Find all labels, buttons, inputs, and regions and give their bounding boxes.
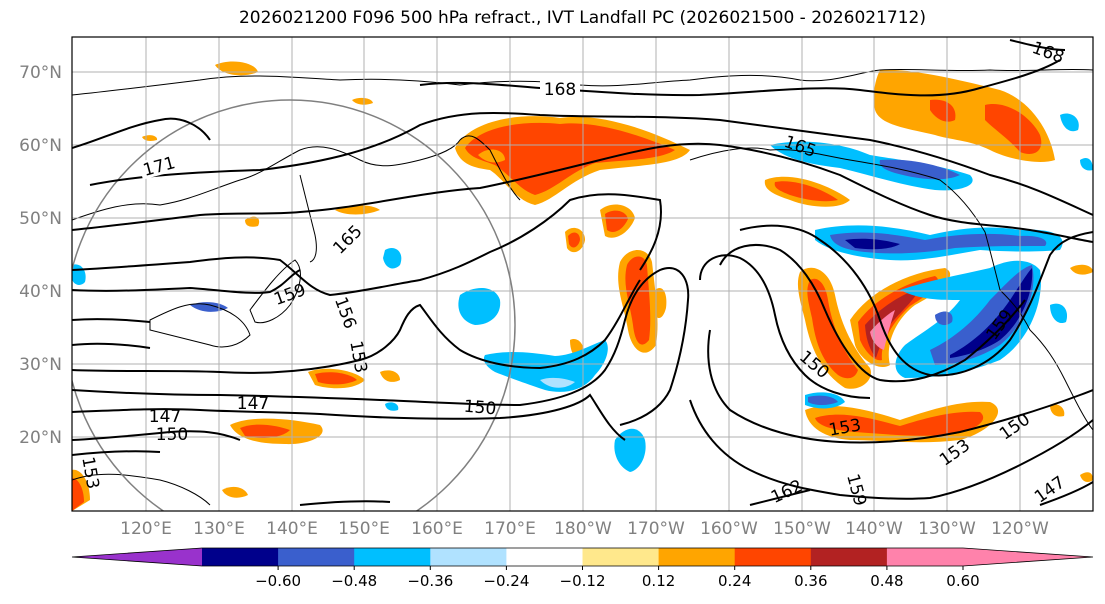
landfall-region-circle bbox=[72, 99, 516, 511]
lon-label-160e: 160°E bbox=[411, 519, 463, 539]
lon-label-150w: 150°W bbox=[773, 519, 831, 539]
colorbar-tick-label: 0.12 bbox=[642, 572, 675, 590]
lat-label-40n: 40°N bbox=[19, 282, 62, 302]
colorbar-tick-label: 0.36 bbox=[794, 572, 827, 590]
lat-label-30n: 30°N bbox=[19, 355, 62, 375]
lon-label-160w: 160°W bbox=[700, 519, 758, 539]
colorbar-tick-label: −0.24 bbox=[483, 572, 529, 590]
lon-label-120w: 120°W bbox=[991, 519, 1049, 539]
lon-label-140w: 140°W bbox=[845, 519, 903, 539]
colorbar-outline bbox=[71, 547, 1094, 567]
colorbar-bin bbox=[202, 548, 279, 566]
colorbar: −0.60 −0.48 −0.36 −0.24 −0.12 0.12 0.24 0.36 0.4… bbox=[71, 547, 1094, 590]
shaded-field bbox=[72, 61, 1093, 511]
lat-label-20n: 20°N bbox=[19, 428, 62, 448]
colorbar-bin bbox=[354, 548, 431, 566]
lon-label-130e: 130°E bbox=[193, 519, 245, 539]
colorbar-tick-label: 0.60 bbox=[946, 572, 979, 590]
contour-label-147: 147 bbox=[149, 407, 181, 427]
contour-label-168: 168 bbox=[544, 80, 576, 100]
colorbar-tick-label: −0.60 bbox=[255, 572, 301, 590]
longitude-labels: 120°E 130°E 140°E 150°E 160°E 170°E 180°… bbox=[120, 519, 1049, 539]
colorbar-bin bbox=[658, 548, 736, 566]
colorbar-tick-label: −0.48 bbox=[331, 572, 377, 590]
colorbar-bin bbox=[734, 548, 812, 566]
colorbar-bin bbox=[582, 548, 660, 566]
contour-label-147b: 147 bbox=[237, 394, 269, 414]
lon-label-180w: 180°W bbox=[554, 519, 612, 539]
figure-title: 2026021200 F096 500 hPa refract., IVT La… bbox=[238, 8, 926, 28]
colorbar-tick-label: −0.36 bbox=[407, 572, 453, 590]
colorbar-bin bbox=[810, 548, 888, 566]
plot-frame bbox=[71, 36, 1094, 512]
lon-label-120e: 120°E bbox=[120, 519, 172, 539]
contour-label-150b: 150 bbox=[463, 397, 497, 420]
colorbar-bin bbox=[886, 548, 964, 566]
lon-label-150e: 150°E bbox=[338, 519, 390, 539]
latitude-labels: 70°N 60°N 50°N 40°N 30°N 20°N bbox=[19, 63, 62, 448]
colorbar-bin bbox=[506, 548, 583, 566]
lat-label-60n: 60°N bbox=[19, 136, 62, 156]
refractivity-contours bbox=[72, 39, 1093, 506]
lon-label-170e: 170°E bbox=[484, 519, 536, 539]
graticule bbox=[72, 37, 1093, 511]
colorbar-tick-label: 0.48 bbox=[870, 572, 903, 590]
lon-label-170w: 170°W bbox=[627, 519, 685, 539]
colorbar-tick-label: −0.12 bbox=[560, 572, 606, 590]
colorbar-extend-high bbox=[963, 548, 1093, 566]
colorbar-bin bbox=[278, 548, 355, 566]
lat-label-70n: 70°N bbox=[19, 63, 62, 83]
colorbar-tick-label: 0.24 bbox=[718, 572, 751, 590]
colorbar-bin bbox=[430, 548, 507, 566]
colorbar-extend-low bbox=[72, 548, 202, 566]
lon-label-130w: 130°W bbox=[918, 519, 976, 539]
lat-label-50n: 50°N bbox=[19, 209, 62, 229]
coastlines bbox=[72, 68, 1093, 506]
contour-label-150: 150 bbox=[156, 425, 188, 445]
lon-label-140e: 140°E bbox=[266, 519, 318, 539]
